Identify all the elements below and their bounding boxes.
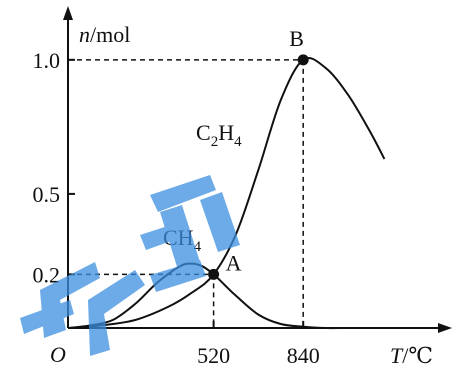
- tick-group: 1.0 0.5 0.2 520 840: [33, 48, 320, 368]
- label-subscript: 4: [194, 239, 202, 255]
- curve-group: [67, 57, 386, 330]
- axis-label-unit: /mol: [90, 22, 130, 47]
- x-tick-label: 520: [197, 343, 230, 368]
- y-tick-label: 0.5: [33, 182, 61, 207]
- point-label-b: B: [289, 26, 304, 51]
- point-a: [208, 268, 220, 280]
- series-label-ch4: CH4: [163, 225, 202, 255]
- label-subscript: 2: [211, 134, 219, 150]
- origin-label: O: [50, 342, 66, 367]
- y-axis-label: n/mol: [79, 22, 130, 47]
- y-tick-label: 1.0: [33, 48, 61, 73]
- axis-label-variable: T: [390, 343, 404, 368]
- label-subscript: 4: [234, 134, 242, 150]
- label-part: CH: [163, 225, 194, 250]
- y-axis-arrow: [63, 6, 73, 20]
- axis-label-unit: /℃: [402, 343, 433, 368]
- point-b: [297, 54, 309, 66]
- label-part: C: [196, 120, 211, 145]
- label-part: H: [218, 120, 234, 145]
- x-axis-arrow: [438, 323, 452, 333]
- axis-label-variable: n: [79, 22, 90, 47]
- series-label-c2h4: C2H4: [196, 120, 242, 150]
- marker-group: AB: [208, 26, 309, 280]
- x-axis-label: T/℃: [390, 343, 433, 368]
- y-tick-label: 0.2: [33, 262, 61, 287]
- guide-lines: [68, 59, 304, 328]
- point-label-a: A: [226, 250, 242, 275]
- x-tick-label: 840: [287, 343, 320, 368]
